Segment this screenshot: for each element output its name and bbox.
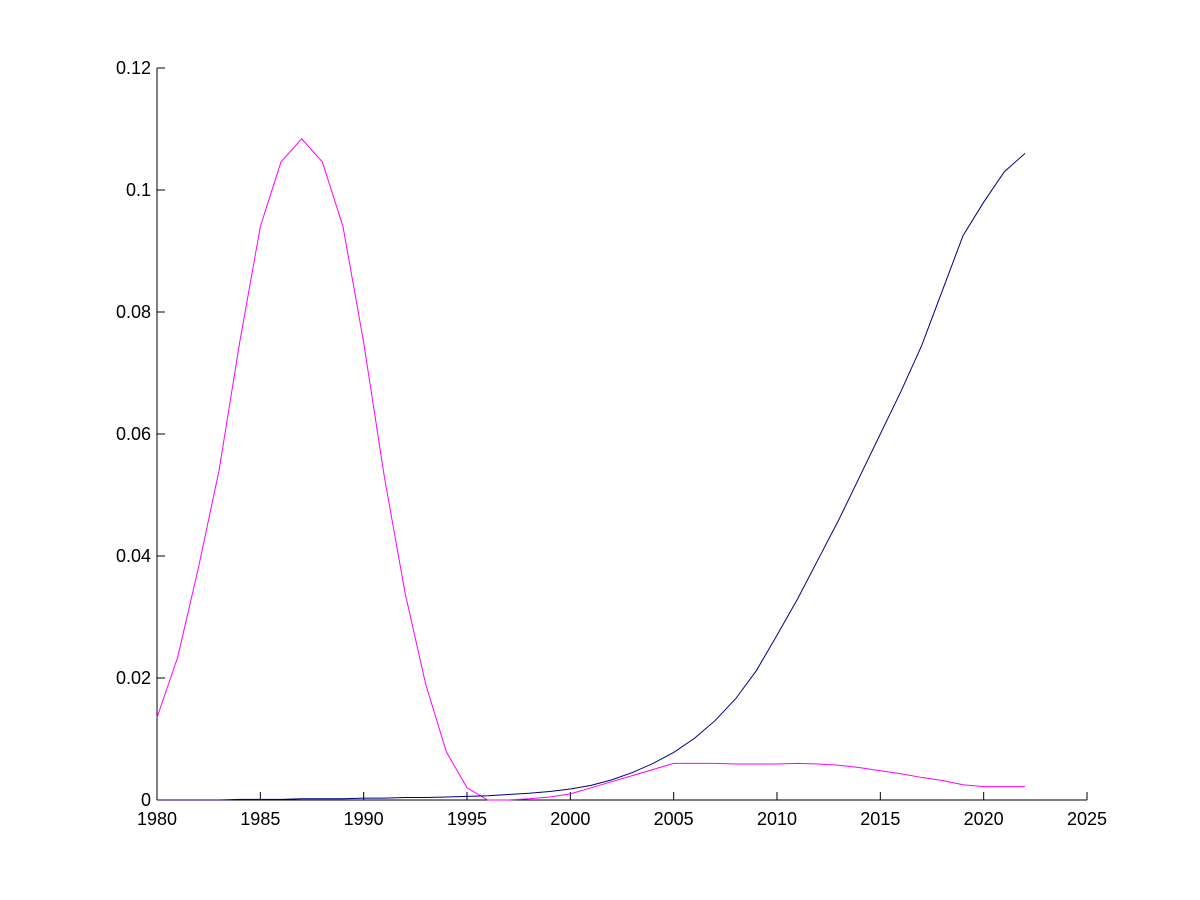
x-tick-label: 2000 [550, 809, 590, 829]
y-tick-label: 0.12 [116, 58, 151, 78]
series-line [157, 153, 1026, 801]
x-tick-label: 2005 [654, 809, 694, 829]
series-line [156, 138, 1025, 801]
y-tick-label: 0 [141, 790, 151, 810]
x-tick-label: 1990 [344, 809, 384, 829]
y-tick-label: 0.02 [116, 668, 151, 688]
x-tick-label: 2020 [964, 809, 1004, 829]
y-tick-label: 0.1 [126, 180, 151, 200]
x-tick-label: 2025 [1067, 809, 1107, 829]
x-tick-label: 2015 [860, 809, 900, 829]
y-tick-label: 0.08 [116, 302, 151, 322]
y-tick-label: 0.04 [116, 546, 151, 566]
x-tick-label: 1995 [447, 809, 487, 829]
x-tick-label: 1985 [240, 809, 280, 829]
y-tick-label: 0.06 [116, 424, 151, 444]
x-tick-label: 2010 [757, 809, 797, 829]
x-tick-label: 1980 [137, 809, 177, 829]
